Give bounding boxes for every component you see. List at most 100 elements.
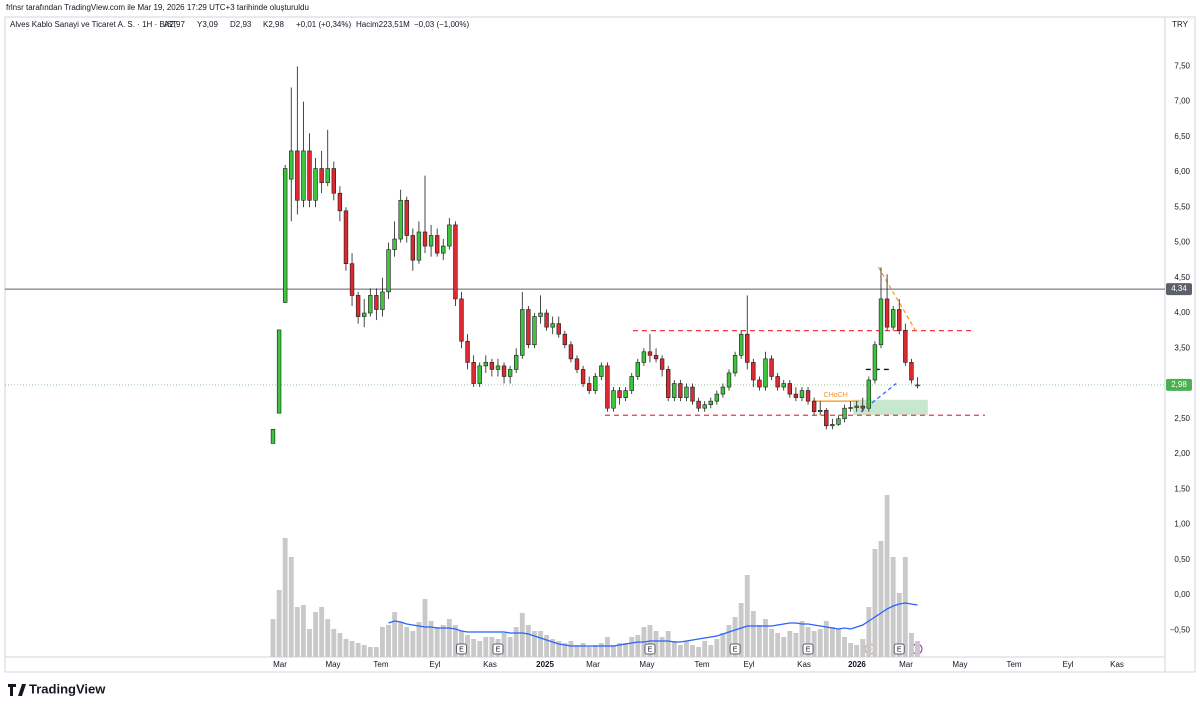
trend-line — [878, 266, 917, 331]
candle-body — [489, 362, 495, 370]
volume-bar — [410, 631, 416, 657]
candle-body — [757, 379, 762, 388]
volume-bar — [446, 619, 452, 657]
event-label: E — [897, 646, 902, 653]
candle-body — [532, 316, 537, 346]
volume-bar — [422, 599, 428, 657]
volume-bar — [708, 645, 714, 657]
candle-body — [738, 333, 744, 356]
volume-bar — [744, 575, 750, 657]
candle-body — [301, 150, 306, 201]
volume-bar — [653, 631, 659, 657]
volume-bar — [586, 647, 592, 657]
volume-bar — [848, 643, 854, 657]
candle-body — [386, 249, 391, 293]
brand: TradingView — [8, 681, 106, 696]
y-tick-label: 0,50 — [1174, 555, 1190, 564]
x-tick-label: Eyl — [1062, 660, 1073, 669]
volume-bar — [398, 622, 404, 657]
candle-body — [684, 386, 689, 398]
volume-bar — [714, 639, 720, 657]
x-tick-label: Mar — [586, 660, 600, 669]
candle-body — [641, 351, 647, 363]
x-tick-label: Mar — [273, 660, 287, 669]
candle-body — [404, 199, 409, 236]
event-badge — [802, 643, 814, 655]
volume-bar — [501, 633, 507, 657]
candle-body — [337, 192, 343, 212]
volume-bar — [361, 645, 367, 657]
candle-body — [678, 383, 683, 398]
volume-bar — [307, 629, 312, 657]
legend-high: Y3,09 — [197, 20, 218, 29]
candle-body — [854, 405, 859, 408]
candle-body — [878, 298, 884, 346]
currency: TRY — [1172, 20, 1189, 29]
volume-bar — [580, 643, 586, 657]
candle-body — [860, 405, 865, 409]
candle-body — [428, 235, 434, 247]
x-tick-label: Tem — [1006, 660, 1021, 669]
volume-bar — [331, 629, 337, 657]
volume-bar — [659, 637, 665, 657]
volume-bar — [769, 629, 774, 657]
candle-body — [562, 333, 568, 346]
y-tick-label: 2,50 — [1174, 414, 1190, 423]
candle-body — [659, 358, 665, 370]
candle-body — [605, 365, 610, 409]
candle-body — [714, 393, 720, 402]
volume-bar — [860, 639, 866, 657]
x-tick-label: Kas — [797, 660, 811, 669]
volume-bar — [805, 627, 811, 657]
choch-label: CHoCH — [824, 392, 848, 399]
volume-bar — [702, 641, 708, 657]
volume-bar — [568, 641, 574, 657]
candle-body — [732, 355, 738, 374]
volume-bar — [483, 637, 489, 657]
candle-body — [666, 369, 671, 398]
x-tick-label: Tem — [373, 660, 388, 669]
candle-body — [380, 291, 385, 310]
volume-bar — [452, 625, 458, 657]
volume-bar — [525, 625, 531, 657]
volume-bar — [738, 603, 744, 657]
candle-body — [538, 312, 543, 317]
candle-body — [392, 238, 397, 250]
volume-bar — [890, 557, 896, 657]
candle-body — [514, 355, 519, 370]
volume-bar — [872, 549, 878, 657]
volume-bar — [355, 643, 361, 657]
volume-bar — [684, 641, 689, 657]
legend-symbol: Alves Kablo Sanayi ve Ticaret A. S. · 1H… — [10, 20, 177, 29]
y-tick-label: 7,00 — [1174, 97, 1190, 106]
volume-bar — [756, 625, 762, 657]
x-tick-label: May — [325, 660, 340, 669]
volume-bar — [617, 643, 622, 657]
volume-bar — [690, 645, 695, 657]
candle-body — [702, 404, 707, 409]
price-badge-label: 2,98 — [1171, 380, 1187, 389]
event-label: E — [496, 646, 501, 653]
candle-body — [830, 424, 835, 427]
volume-bar — [592, 645, 598, 657]
candle-body — [270, 429, 276, 444]
y-tick-label: 7,50 — [1174, 61, 1190, 70]
candle-body — [696, 400, 701, 409]
candle-body — [586, 383, 592, 391]
volume-bar — [477, 641, 483, 657]
candle-body — [398, 199, 403, 240]
y-tick-label: −0,50 — [1170, 625, 1191, 634]
candle-body — [374, 295, 379, 310]
candle-body — [471, 362, 476, 384]
volume-bar — [811, 631, 817, 657]
price-badge — [1166, 378, 1192, 391]
candle-body — [866, 379, 872, 409]
candle-body — [635, 362, 640, 377]
volume-bar — [562, 643, 568, 657]
volume-bar — [787, 631, 793, 657]
candle-body — [623, 390, 628, 398]
candle-body — [276, 329, 282, 414]
candle-body — [848, 407, 853, 409]
